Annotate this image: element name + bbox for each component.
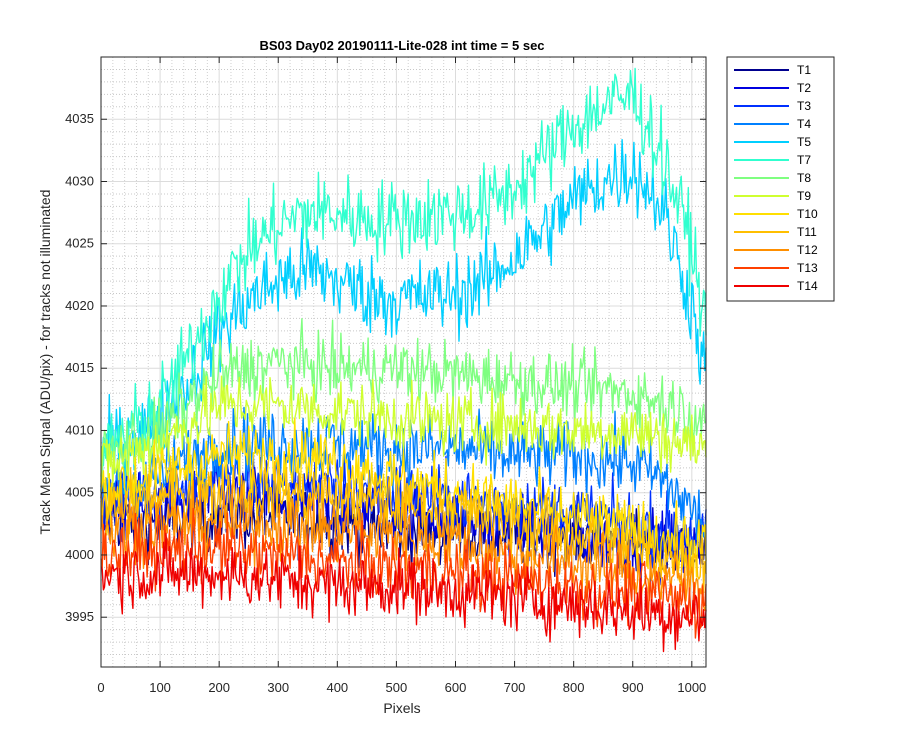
y-tick-label: 4005 bbox=[65, 485, 94, 500]
axes-box bbox=[100, 56, 707, 668]
legend-label-t7: T7 bbox=[797, 153, 811, 167]
y-axis-label: Track Mean Signal (ADU/pix) - for tracks… bbox=[37, 190, 53, 535]
y-tick-label: 4020 bbox=[65, 298, 94, 313]
legend-label-t14: T14 bbox=[797, 279, 818, 293]
x-tick-label: 200 bbox=[208, 680, 230, 695]
legend: T1 T2 T3 T4 T5 T7 T8 T9 T10 T11 T12 T13 T14 bbox=[726, 56, 835, 302]
series-line-t11 bbox=[100, 454, 707, 594]
y-tick-label: 4030 bbox=[65, 173, 94, 188]
series-line-t7 bbox=[100, 67, 707, 490]
x-tick-label: 100 bbox=[149, 680, 171, 695]
series-line-t14 bbox=[100, 532, 707, 653]
legend-label-t4: T4 bbox=[797, 117, 811, 131]
legend-label-t1: T1 bbox=[797, 63, 811, 77]
x-axis-label: Pixels bbox=[383, 700, 420, 716]
series-line-t8 bbox=[100, 318, 707, 493]
chart-title: BS03 Day02 20190111-Lite-028 int time = … bbox=[259, 38, 544, 53]
series-line-t4 bbox=[100, 406, 707, 541]
y-tick-labels: 3995 4000 4005 4010 4015 4020 4025 4030 4035 bbox=[65, 111, 94, 624]
x-tick-label: 0 bbox=[97, 680, 104, 695]
tick-marks bbox=[100, 57, 706, 667]
x-tick-label: 1000 bbox=[677, 680, 706, 695]
y-tick-label: 4010 bbox=[65, 422, 94, 437]
x-tick-label: 400 bbox=[326, 680, 348, 695]
legend-label-t2: T2 bbox=[797, 81, 811, 95]
x-tick-label: 500 bbox=[386, 680, 408, 695]
plot-lines bbox=[100, 67, 707, 653]
legend-label-t9: T9 bbox=[797, 189, 811, 203]
x-tick-label: 800 bbox=[563, 680, 585, 695]
legend-label-t5: T5 bbox=[797, 135, 811, 149]
legend-label-t10: T10 bbox=[797, 207, 818, 221]
series-line-t9 bbox=[100, 375, 707, 487]
legend-label-t8: T8 bbox=[797, 171, 811, 185]
x-tick-labels: 0 100 200 300 400 500 600 700 800 900 1000 bbox=[97, 680, 706, 695]
x-tick-label: 600 bbox=[445, 680, 467, 695]
series-line-t5 bbox=[100, 139, 707, 495]
x-tick-label: 300 bbox=[267, 680, 289, 695]
y-tick-label: 4025 bbox=[65, 236, 94, 251]
x-tick-label: 900 bbox=[622, 680, 644, 695]
series-line-t10 bbox=[100, 417, 707, 581]
legend-label-t13: T13 bbox=[797, 261, 818, 275]
legend-label-t12: T12 bbox=[797, 243, 818, 257]
y-tick-label: 4035 bbox=[65, 111, 94, 126]
legend-label-t11: T11 bbox=[797, 225, 817, 239]
y-tick-label: 4000 bbox=[65, 547, 94, 562]
y-tick-label: 3995 bbox=[65, 609, 94, 624]
x-tick-label: 700 bbox=[504, 680, 526, 695]
y-tick-label: 4015 bbox=[65, 360, 94, 375]
legend-label-t3: T3 bbox=[797, 99, 811, 113]
